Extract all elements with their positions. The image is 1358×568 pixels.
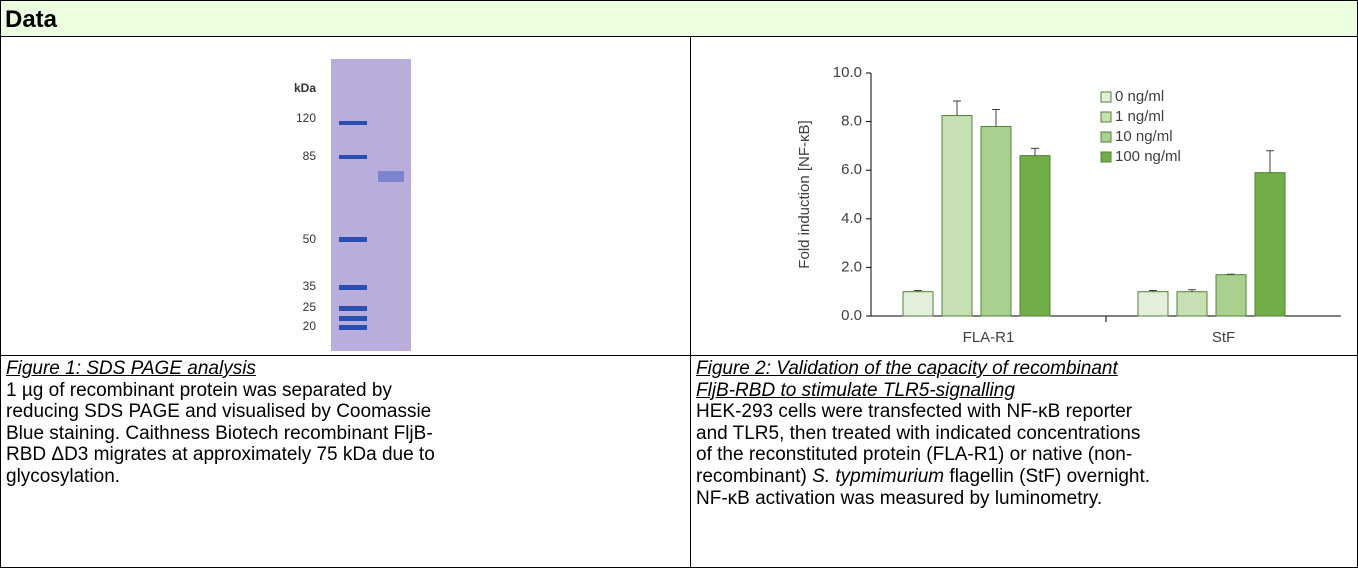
caption-title: Figure 2: Validation of the capacity of … [696, 358, 1352, 380]
chart: 0.0 2.0 4.0 6.0 8.0 10.0 Fold induction [NF-κB… [691, 37, 1357, 355]
legend-swatch [1101, 92, 1111, 102]
caption-line: and TLR5, then treated with indicated co… [696, 423, 1352, 445]
y-tick-label: 2.0 [841, 258, 862, 275]
error-bar [1031, 148, 1039, 155]
y-axis-label: Fold induction [NF-κB] [796, 120, 813, 268]
bar [1216, 275, 1246, 316]
caption-text: glycosylation. [6, 466, 120, 487]
caption-line: RBD ΔD3 migrates at approximately 75 kDa… [6, 444, 685, 466]
caption-title-text: FljB-RBD to stimulate TLR5-signalling [696, 380, 1015, 401]
bar [1177, 292, 1207, 316]
header-title: Data [5, 6, 57, 33]
bar [1255, 173, 1285, 316]
gel-label: 25 [303, 300, 317, 314]
bar [903, 292, 933, 316]
y-tick-label: 4.0 [841, 210, 862, 227]
caption-text: of the reconstituted protein (FLA-R1) or… [696, 444, 1132, 465]
caption-line: reducing SDS PAGE and visualised by Coom… [6, 401, 685, 423]
gel-label: 35 [303, 279, 317, 293]
y-tick-label: 0.0 [841, 307, 862, 324]
x-tick-label: StF [1212, 329, 1235, 346]
caption-text: flagellin (StF) overnight. [944, 466, 1150, 487]
y-tick-label: 6.0 [841, 161, 862, 178]
legend-label: 1 ng/ml [1115, 108, 1164, 125]
bar [1020, 156, 1050, 316]
caption-line: recombinant) S. typmimurium flagellin (S… [696, 466, 1352, 488]
caption-line: HEK-293 cells were transfected with NF-κ… [696, 401, 1352, 423]
caption-title-text: Figure 1: SDS PAGE analysis [6, 358, 256, 379]
figure2-caption: Figure 2: Validation of the capacity of … [690, 355, 1358, 568]
caption-text: Blue staining. Caithness Biotech recombi… [6, 423, 433, 444]
figure1-cell: kDa 120 85 50 35 25 20 [0, 36, 691, 356]
figure2-cell: 0.0 2.0 4.0 6.0 8.0 10.0 Fold induction [NF-κB… [690, 36, 1358, 356]
gel-image: kDa 120 85 50 35 25 20 [1, 37, 690, 355]
legend-label: 100 ng/ml [1115, 148, 1181, 165]
sample-band [378, 171, 404, 182]
caption-line: glycosylation. [6, 466, 685, 488]
caption-text: S. typmimurium [812, 466, 944, 487]
caption-title: FljB-RBD to stimulate TLR5-signalling [696, 380, 1352, 402]
caption-text: RBD ΔD3 migrates at approximately 75 kDa… [6, 444, 435, 465]
gel-label: 20 [303, 319, 317, 333]
caption-text: NF-κB activation was measured by luminom… [696, 488, 1102, 509]
bar [981, 126, 1011, 316]
legend-label: 10 ng/ml [1115, 128, 1173, 145]
error-bar [953, 101, 961, 116]
caption-line: NF-κB activation was measured by luminom… [696, 488, 1352, 510]
gel-label: 85 [303, 149, 317, 163]
caption-text: 1 µg of recombinant protein was separate… [6, 380, 392, 401]
legend-swatch [1101, 152, 1111, 162]
error-bar [992, 109, 1000, 126]
caption-title-text: Figure 2: Validation of the capacity of … [696, 358, 1118, 379]
caption-text: reducing SDS PAGE and visualised by Coom… [6, 401, 431, 422]
caption-line: of the reconstituted protein (FLA-R1) or… [696, 444, 1352, 466]
caption-text: and TLR5, then treated with indicated co… [696, 423, 1140, 444]
gel-label: kDa [294, 81, 316, 95]
gel-label: 50 [303, 232, 317, 246]
y-tick-label: 10.0 [833, 64, 862, 81]
gel-label: 120 [296, 111, 316, 125]
bar [942, 116, 972, 316]
legend-label: 0 ng/ml [1115, 88, 1164, 105]
caption-text: recombinant) [696, 466, 812, 487]
error-bar [1266, 151, 1274, 173]
caption-text: HEK-293 cells were transfected with NF-κ… [696, 401, 1132, 422]
legend-swatch [1101, 112, 1111, 122]
caption-line: 1 µg of recombinant protein was separate… [6, 380, 685, 402]
y-tick-label: 8.0 [841, 113, 862, 130]
x-tick-label: FLA-R1 [963, 329, 1015, 346]
header: Data [0, 0, 1358, 37]
caption-line: Blue staining. Caithness Biotech recombi… [6, 423, 685, 445]
page: Data kDa 120 85 50 35 25 20 0.0 2.0 4.0 6.0 8.0 10.… [0, 0, 1358, 568]
caption-title: Figure 1: SDS PAGE analysis [6, 358, 685, 380]
legend-swatch [1101, 132, 1111, 142]
bar [1138, 292, 1168, 316]
